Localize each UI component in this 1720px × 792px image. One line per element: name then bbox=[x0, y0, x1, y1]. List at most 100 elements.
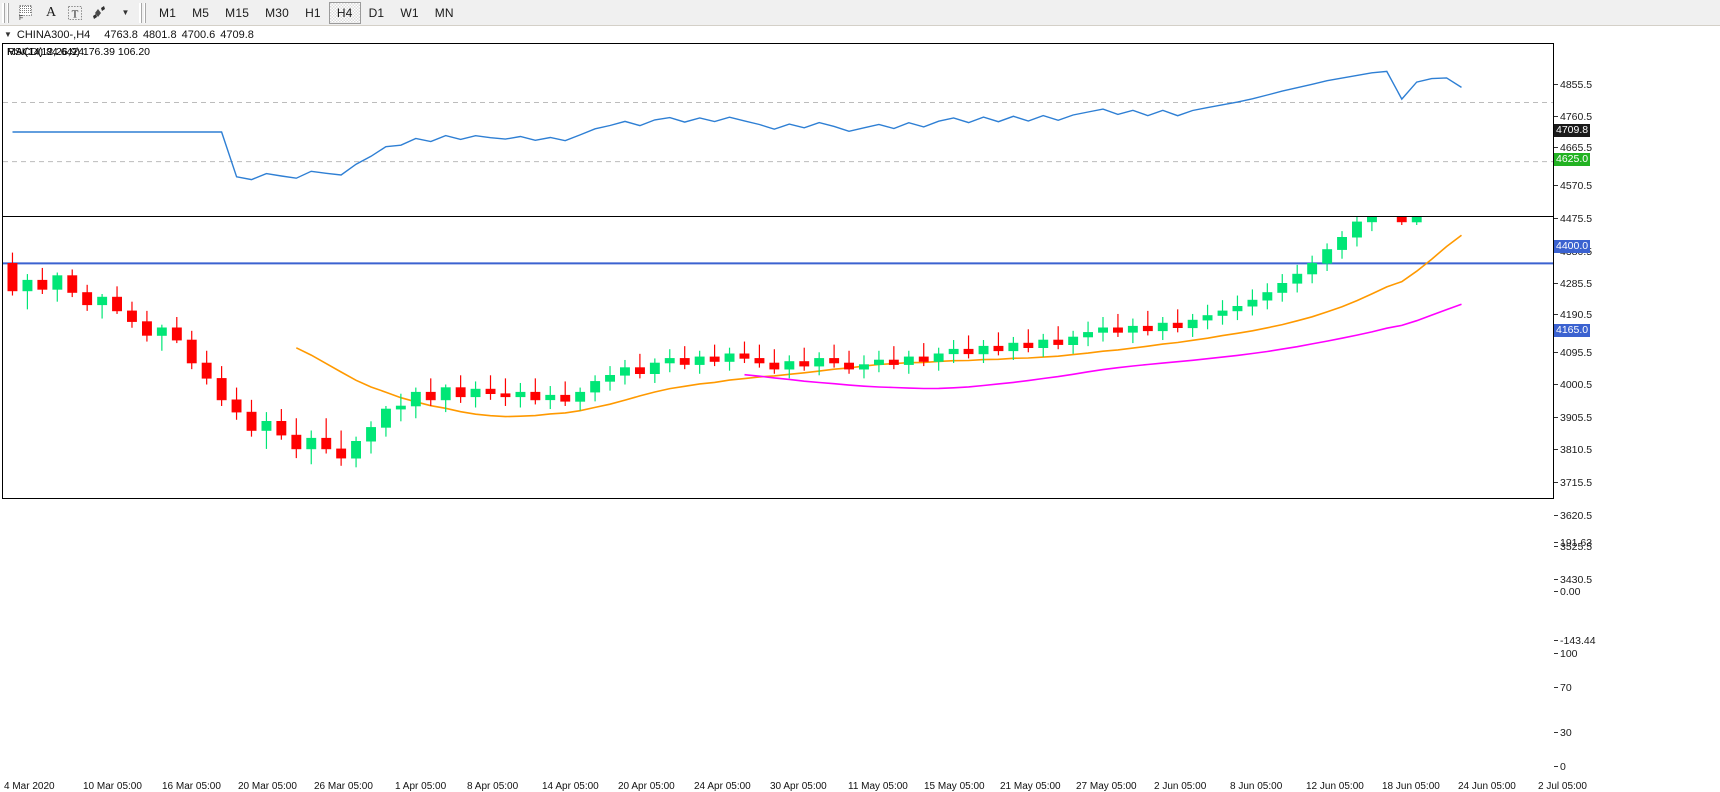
ohlc-high: 4801.8 bbox=[142, 28, 177, 41]
price-axis-tick: 3715.5 bbox=[1554, 478, 1592, 488]
timeframe-mn[interactable]: MN bbox=[434, 5, 454, 20]
candle-body bbox=[829, 358, 840, 364]
axis-tick-label: 0.00 bbox=[1560, 586, 1581, 598]
candlestick-series bbox=[7, 67, 1467, 468]
axis-tick-label: 100 bbox=[1560, 648, 1578, 660]
candle-body bbox=[545, 394, 556, 401]
candle-body bbox=[560, 394, 571, 402]
time-axis-label: 20 Mar 05:00 bbox=[238, 781, 297, 792]
axis-tick-mark bbox=[1554, 218, 1558, 219]
axis-tick-mark bbox=[1554, 640, 1558, 641]
timeframe-m30[interactable]: M30 bbox=[265, 5, 290, 20]
axis-tick-label: 4665.5 bbox=[1560, 142, 1593, 154]
price-axis-tick: 3430.5 bbox=[1554, 575, 1592, 585]
axis-tick-mark bbox=[1554, 546, 1558, 547]
axis-tick-label: 3525.5 bbox=[1560, 541, 1593, 553]
timeframe-w1[interactable]: W1 bbox=[400, 5, 419, 20]
axis-tick-label: 3905.5 bbox=[1560, 412, 1593, 424]
candle-body bbox=[814, 358, 825, 367]
rsi-axis-tick: 100 bbox=[1554, 649, 1578, 659]
time-axis-label: 20 Apr 05:00 bbox=[618, 781, 675, 792]
candle-body bbox=[963, 348, 974, 355]
axis-tick-label: 4190.5 bbox=[1560, 309, 1593, 321]
candle-body bbox=[1008, 342, 1019, 352]
candle-body bbox=[1142, 325, 1153, 332]
rsi-canvas bbox=[3, 70, 1553, 181]
candle-body bbox=[1187, 319, 1198, 329]
axis-tick-mark bbox=[1554, 482, 1558, 483]
rsi-pane[interactable]: RSI(14) 84.6424 bbox=[2, 43, 1554, 217]
toolbar-grip-2[interactable] bbox=[139, 2, 148, 23]
axis-tick-mark bbox=[1554, 579, 1558, 580]
ma-line-MA-medium bbox=[744, 303, 1462, 390]
text-box-tool-icon[interactable]: T bbox=[63, 2, 87, 24]
chevron-down-icon: ▼ bbox=[121, 8, 130, 17]
axis-tick-mark bbox=[1554, 591, 1558, 592]
price-axis-tick: 4285.5 bbox=[1554, 279, 1592, 289]
candle-body bbox=[873, 359, 884, 365]
macd-axis-tick: 191.63 bbox=[1554, 538, 1592, 548]
candle-body bbox=[1172, 322, 1183, 329]
axis-tick-mark bbox=[1554, 449, 1558, 450]
collapse-triangle-icon[interactable]: ▼ bbox=[4, 30, 12, 39]
candle-body bbox=[336, 448, 347, 459]
candle-body bbox=[1038, 339, 1049, 348]
candle-body bbox=[769, 362, 780, 370]
candle-body bbox=[1277, 283, 1288, 293]
timeframe-h1[interactable]: H1 bbox=[305, 5, 321, 20]
price-axis-tick: 4000.5 bbox=[1554, 380, 1592, 390]
candle-body bbox=[515, 391, 526, 398]
candle-body bbox=[425, 391, 436, 401]
resistance-badge: 4400.0 bbox=[1554, 240, 1591, 253]
candle-body bbox=[7, 263, 18, 292]
svg-text:T: T bbox=[72, 8, 79, 20]
candle-body bbox=[231, 399, 242, 413]
axis-tick-label: 4855.5 bbox=[1560, 79, 1593, 91]
time-axis[interactable]: 4 Mar 2020 10 Mar 05:00 16 Mar 05:00 20 Mar… bbox=[2, 781, 1587, 792]
candle-body bbox=[888, 359, 899, 365]
axis-tick-mark bbox=[1554, 147, 1558, 148]
value-axis[interactable]: 4855.54760.54665.54570.54475.54380.54285… bbox=[1554, 43, 1720, 781]
axis-tick-mark bbox=[1554, 314, 1558, 315]
rsi-axis-tick: 0 bbox=[1554, 762, 1566, 772]
candle-body bbox=[380, 408, 391, 428]
text-label-tool-icon[interactable]: A bbox=[45, 4, 57, 20]
rsi-indicator-label: RSI(14) 84.6424 bbox=[7, 46, 85, 58]
candle-body bbox=[22, 279, 33, 292]
candle-body bbox=[1232, 305, 1243, 312]
price-axis-tick: 4665.5 bbox=[1554, 143, 1592, 153]
drawing-tools-dropdown-caret[interactable]: ▼ bbox=[113, 2, 137, 24]
candle-body bbox=[216, 378, 227, 401]
axis-tick-mark bbox=[1554, 84, 1558, 85]
ohlc-low: 4700.6 bbox=[181, 28, 216, 41]
candle-body bbox=[142, 321, 152, 336]
drawing-tools-icon[interactable] bbox=[87, 2, 113, 24]
timeframe-m1[interactable]: M1 bbox=[159, 5, 177, 20]
chart-frame: 多空转折点4625 MACD(12,26,9) 176.39 106.20 RS… bbox=[2, 43, 1554, 781]
timeframe-m5[interactable]: M5 bbox=[192, 5, 210, 20]
price-axis-tick: 4190.5 bbox=[1554, 310, 1592, 320]
candle-body bbox=[1053, 339, 1064, 345]
candle-body bbox=[1262, 292, 1273, 301]
candle-body bbox=[1292, 273, 1303, 284]
crosshair-tool-icon[interactable]: F bbox=[14, 2, 39, 24]
candle-body bbox=[455, 387, 466, 398]
timeframe-m15[interactable]: M15 bbox=[225, 5, 250, 20]
candle-body bbox=[321, 437, 332, 450]
time-axis-label: 18 Jun 05:00 bbox=[1382, 781, 1440, 792]
axis-tick-mark bbox=[1554, 384, 1558, 385]
timeframe-h4[interactable]: H4 bbox=[328, 1, 361, 24]
candle-body bbox=[82, 292, 93, 306]
candle-body bbox=[291, 434, 302, 450]
candle-body bbox=[1113, 327, 1123, 333]
toolbar-grip-1[interactable] bbox=[2, 2, 11, 23]
timeframe-d1[interactable]: D1 bbox=[368, 5, 385, 20]
candle-body bbox=[709, 356, 720, 362]
axis-tick-label: 4570.5 bbox=[1560, 180, 1593, 192]
candle-body bbox=[1083, 332, 1094, 338]
axis-tick-mark bbox=[1554, 542, 1558, 543]
candle-body bbox=[605, 374, 616, 382]
candle-body bbox=[1068, 336, 1079, 345]
axis-tick-mark bbox=[1554, 732, 1558, 733]
time-axis-label: 14 Apr 05:00 bbox=[542, 781, 599, 792]
